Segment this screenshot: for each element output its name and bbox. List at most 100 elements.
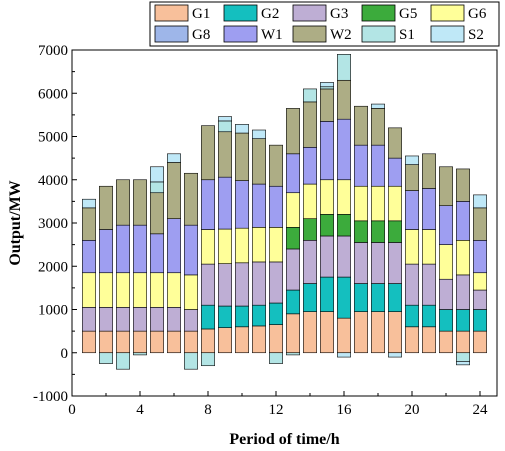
bar-segment-w2-t23 bbox=[456, 168, 470, 202]
bar-segment-g6-t24 bbox=[473, 272, 487, 291]
bar-segment-w2-t5 bbox=[150, 192, 164, 235]
bar-segment-g6-t21 bbox=[422, 229, 436, 265]
bar-segment-g1-t22 bbox=[439, 330, 453, 354]
legend-swatch-g6 bbox=[430, 4, 465, 22]
bar-segment-w2-t1 bbox=[82, 207, 96, 241]
bar-segment-s1-t5 bbox=[150, 181, 164, 194]
bar-segment-g1-t12 bbox=[269, 324, 283, 354]
bar-segment-neg-s2-t23 bbox=[456, 361, 470, 366]
bar-segment-w1-t20 bbox=[405, 190, 419, 230]
bar-segment-g1-t13 bbox=[286, 313, 300, 354]
bar-segment-s2-t18 bbox=[371, 103, 385, 109]
bar-segment-w2-t22 bbox=[439, 166, 453, 206]
y-tick-label: 6000 bbox=[38, 86, 68, 102]
bar-segment-g6-t3 bbox=[116, 272, 130, 308]
bar-segment-g1-t6 bbox=[167, 330, 181, 354]
bar-segment-g3-t17 bbox=[354, 242, 368, 284]
x-tick-label: 24 bbox=[473, 402, 489, 418]
bar-segment-w2-t13 bbox=[286, 108, 300, 155]
bar-segment-g3-t12 bbox=[269, 261, 283, 304]
bar-segment-g6-t22 bbox=[439, 244, 453, 280]
bar-segment-g1-t9 bbox=[218, 327, 232, 354]
bar-segment-w2-t16 bbox=[337, 79, 351, 120]
bar-segment-g2-t8 bbox=[201, 304, 215, 330]
x-tick-label: 4 bbox=[136, 402, 144, 418]
bar-segment-g1-t21 bbox=[422, 326, 436, 354]
legend-label-g5: G5 bbox=[399, 6, 417, 22]
legend-label-g1: G1 bbox=[192, 6, 210, 22]
bar-segment-g3-t2 bbox=[99, 307, 113, 332]
bar-segment-neg-s2-t16 bbox=[337, 352, 351, 358]
y-tick-label: 7000 bbox=[38, 43, 68, 59]
bar-segment-g2-t20 bbox=[405, 304, 419, 328]
bar-segment-w2-t12 bbox=[269, 144, 283, 187]
bar-segment-neg-s1-t13 bbox=[286, 352, 300, 356]
bar-segment-g3-t13 bbox=[286, 248, 300, 291]
bar-segment-g6-t20 bbox=[405, 229, 419, 265]
bar-segment-g6-t5 bbox=[150, 272, 164, 308]
bar-segment-s1-t9 bbox=[218, 120, 232, 133]
bar-segment-g1-t15 bbox=[320, 311, 334, 354]
bar-segment-w1-t16 bbox=[337, 118, 351, 181]
legend-label-g6: G6 bbox=[468, 6, 487, 22]
bar-segment-g1-t16 bbox=[337, 317, 351, 354]
bar-segment-w1-t4 bbox=[133, 224, 147, 274]
bar-segment-s2-t9 bbox=[218, 116, 232, 122]
bar-segment-g3-t10 bbox=[235, 262, 249, 307]
bar-segment-w2-t15 bbox=[320, 88, 334, 122]
bar-segment-w1-t10 bbox=[235, 180, 249, 229]
bar-segment-s2-t15 bbox=[320, 82, 334, 88]
bar-segment-w2-t8 bbox=[201, 125, 215, 181]
x-tick-label: 8 bbox=[204, 402, 212, 418]
bar-segment-w1-t21 bbox=[422, 188, 436, 230]
y-tick-label: 1000 bbox=[38, 303, 68, 319]
legend-swatch-g5 bbox=[361, 4, 396, 22]
bar-segment-g3-t6 bbox=[167, 307, 181, 332]
bar-segment-g2-t15 bbox=[320, 276, 334, 312]
bar-segment-w2-t3 bbox=[116, 179, 130, 226]
bar-segment-g6-t8 bbox=[201, 229, 215, 265]
bar-segment-g1-t20 bbox=[405, 326, 419, 354]
bar-segment-g3-t21 bbox=[422, 263, 436, 306]
bar-segment-w2-t21 bbox=[422, 153, 436, 189]
bar-segment-g1-t5 bbox=[150, 330, 164, 354]
bar-segment-g2-t23 bbox=[456, 309, 470, 332]
bar-segment-s2-t6 bbox=[167, 153, 181, 163]
bar-segment-g1-t8 bbox=[201, 328, 215, 354]
bar-segment-g6-t6 bbox=[167, 272, 181, 308]
bar-segment-neg-s1-t2 bbox=[99, 352, 113, 364]
bar-segment-g3-t7 bbox=[184, 309, 198, 332]
bar-segment-g6-t18 bbox=[371, 185, 385, 222]
bar-segment-g1-t11 bbox=[252, 325, 266, 354]
bar-segment-neg-s1-t7 bbox=[184, 352, 198, 370]
bar-segment-g3-t16 bbox=[337, 235, 351, 278]
bar-segment-w1-t3 bbox=[116, 224, 130, 274]
bar-segment-g2-t14 bbox=[303, 283, 317, 312]
bar-segment-w1-t2 bbox=[99, 229, 113, 274]
legend-label-w1: W1 bbox=[261, 27, 283, 43]
bar-segment-w1-t13 bbox=[286, 153, 300, 194]
bar-segment-g5-t17 bbox=[354, 220, 368, 243]
bar-segment-g2-t18 bbox=[371, 283, 385, 312]
legend-swatch-g1 bbox=[154, 4, 189, 22]
x-tick-label: 12 bbox=[269, 402, 284, 418]
bar-segment-g3-t14 bbox=[303, 240, 317, 284]
bar-segment-g6-t4 bbox=[133, 272, 147, 308]
bar-segment-w2-t24 bbox=[473, 207, 487, 241]
bar-segment-g3-t9 bbox=[218, 263, 232, 307]
bar-segment-g1-t24 bbox=[473, 330, 487, 354]
bar-segment-g5-t19 bbox=[388, 220, 402, 243]
bar-segment-g3-t8 bbox=[201, 263, 215, 306]
x-axis-title: Period of time/h bbox=[229, 431, 339, 448]
bar-segment-w2-t17 bbox=[354, 105, 368, 146]
bar-segment-g2-t10 bbox=[235, 305, 249, 328]
bar-segment-g6-t2 bbox=[99, 272, 113, 308]
bar-segment-g2-t12 bbox=[269, 302, 283, 325]
bar-segment-g3-t11 bbox=[252, 261, 266, 306]
bar-segment-w2-t9 bbox=[218, 131, 232, 178]
bar-segment-g6-t11 bbox=[252, 227, 266, 263]
bar-segment-neg-s1-t8 bbox=[201, 352, 215, 367]
bar-segment-w1-t14 bbox=[303, 147, 317, 185]
y-tick-label: 2000 bbox=[38, 259, 68, 275]
bar-segment-g6-t14 bbox=[303, 183, 317, 219]
